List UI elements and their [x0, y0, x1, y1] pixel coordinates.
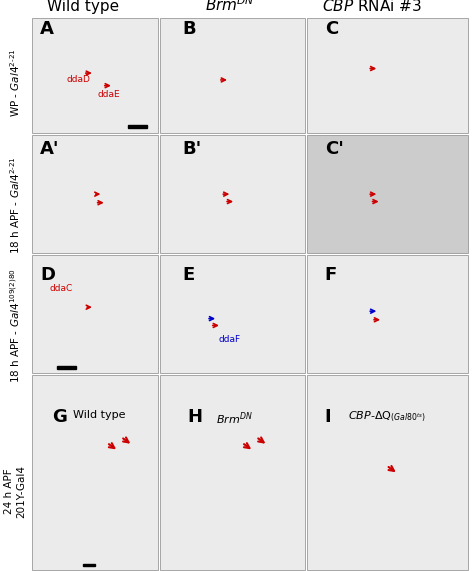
- FancyBboxPatch shape: [160, 255, 305, 373]
- Text: $\it{Brm}$$^{\mathit{DN}}$: $\it{Brm}$$^{\mathit{DN}}$: [216, 410, 253, 427]
- Text: ddaD: ddaD: [66, 75, 90, 85]
- Bar: [83, 564, 95, 566]
- Text: $\it{CBP}$-$\Delta$Q$_{\mathit{(Gal80^{ts})}}$: $\it{CBP}$-$\Delta$Q$_{\mathit{(Gal80^{t…: [348, 410, 427, 424]
- Text: Wild type: Wild type: [47, 0, 119, 14]
- Text: 18 h APF - $\it{Gal4}$$^{\mathit{109(2)80}}$: 18 h APF - $\it{Gal4}$$^{\mathit{109(2)8…: [8, 268, 22, 383]
- Text: $\it{CBP}$ RNAi #3: $\it{CBP}$ RNAi #3: [322, 0, 422, 14]
- Text: WP - $\it{Gal4}$$^{\mathit{2\text{-}21}}$: WP - $\it{Gal4}$$^{\mathit{2\text{-}21}}…: [8, 49, 22, 117]
- Text: D: D: [40, 266, 55, 284]
- Text: 18 h APF - $\it{Gal4}$$^{\mathit{2\text{-}21}}$: 18 h APF - $\it{Gal4}$$^{\mathit{2\text{…: [8, 156, 22, 255]
- Text: $\it{Brm}$$^{\mathit{DN}}$: $\it{Brm}$$^{\mathit{DN}}$: [205, 0, 255, 14]
- Text: I: I: [325, 408, 331, 427]
- FancyBboxPatch shape: [307, 375, 468, 570]
- Text: A': A': [40, 140, 60, 158]
- FancyBboxPatch shape: [32, 255, 158, 373]
- Text: B: B: [182, 20, 196, 38]
- FancyBboxPatch shape: [160, 375, 305, 570]
- FancyBboxPatch shape: [307, 255, 468, 373]
- Text: C: C: [325, 20, 338, 38]
- FancyBboxPatch shape: [32, 375, 158, 570]
- Text: H: H: [187, 408, 202, 427]
- FancyBboxPatch shape: [307, 135, 468, 253]
- Text: Wild type: Wild type: [73, 410, 126, 420]
- Bar: [128, 125, 147, 128]
- Text: F: F: [325, 266, 337, 284]
- FancyBboxPatch shape: [160, 135, 305, 253]
- FancyBboxPatch shape: [307, 18, 468, 133]
- Text: B': B': [182, 140, 202, 158]
- Text: E: E: [182, 266, 195, 284]
- Text: ddaC: ddaC: [50, 284, 73, 293]
- Text: 24 h APF
201Y-Gal4: 24 h APF 201Y-Gal4: [4, 465, 26, 517]
- Bar: [57, 366, 76, 369]
- Text: ddaE: ddaE: [97, 90, 120, 99]
- Text: C': C': [325, 140, 344, 158]
- Text: ddaF: ddaF: [218, 335, 240, 344]
- Text: G: G: [52, 408, 67, 427]
- FancyBboxPatch shape: [160, 18, 305, 133]
- FancyBboxPatch shape: [32, 18, 158, 133]
- Text: A: A: [40, 20, 54, 38]
- FancyBboxPatch shape: [32, 135, 158, 253]
